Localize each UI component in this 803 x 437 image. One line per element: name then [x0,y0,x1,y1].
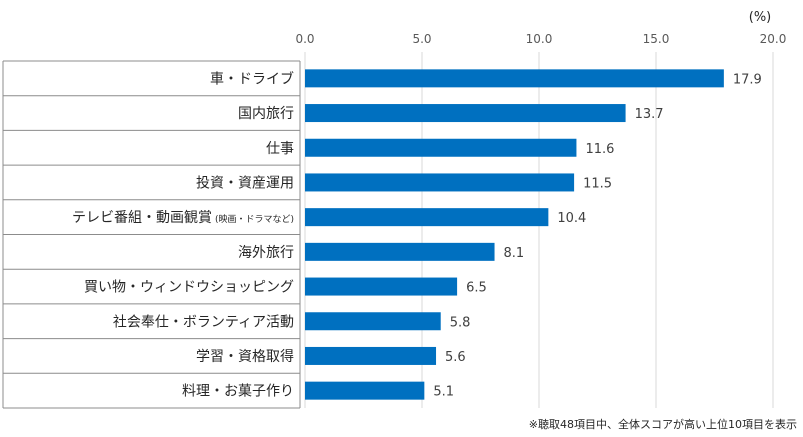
unit-label: (%) [749,10,772,25]
category-label-main: 海外旅行 [238,245,294,261]
x-axis-ticks: 0.0 5.0 10.0 15.0 20.0 [295,32,786,46]
bar [305,312,441,331]
footnote: ※聴取48項目中、全体スコアが高い上位10項目を表示 [529,417,797,431]
category-label-main: 投資・資産運用 [196,175,294,191]
category-label-main: 仕事 [266,141,294,157]
category-label: 海外旅行 [238,245,294,261]
x-tick-label: 0.0 [295,32,314,46]
bar [305,381,425,400]
category-label-main: 国内旅行 [238,106,294,122]
value-label: 13.7 [635,107,664,122]
value-label: 10.4 [557,211,586,226]
value-label: 5.1 [433,385,454,400]
bars: 17.9 13.7 11.6 11.5 10.4 8.1 6.5 5.8 5.6 5.1 [305,69,762,400]
bar [305,277,458,296]
bar [305,173,575,192]
category-label: 車・ドライブ [210,70,294,87]
category-label-sub: (映画・ドラマなど) [215,213,294,225]
bar [305,69,724,88]
category-label: 社会奉仕・ボランティア活動 [113,314,294,330]
value-label: 11.6 [585,142,614,157]
x-tick-label: 5.0 [412,32,431,46]
bar [305,242,495,261]
x-tick-label: 15.0 [643,32,670,46]
bar [305,208,549,227]
value-label: 8.1 [504,246,525,261]
category-label: 国内旅行 [238,106,294,122]
category-label: 料理・お菓子作り [182,384,294,400]
bar [305,104,626,123]
value-label: 17.9 [733,72,762,87]
category-label-main: 学習・資格取得 [196,348,294,365]
category-label: 投資・資産運用 [196,175,294,191]
category-label-main: テレビ番組・動画観賞 [72,209,212,226]
value-label: 11.5 [583,176,612,191]
category-label: 学習・資格取得 [196,348,294,365]
category-label-main: 料理・お菓子作り [182,384,294,400]
category-label: テレビ番組・動画観賞 (映画・ドラマなど) [72,209,294,226]
value-label: 6.5 [466,281,487,296]
bar [305,346,437,365]
category-label-main: 車・ドライブ [210,70,294,87]
category-label-main: 社会奉仕・ボランティア活動 [113,314,294,330]
category-label: 仕事 [266,141,294,157]
bar [305,138,577,157]
value-label: 5.6 [445,350,466,365]
x-tick-label: 20.0 [760,32,787,46]
value-label: 5.8 [450,315,471,330]
category-label: 買い物・ウィンドウショッピング [84,280,294,296]
category-label-main: 買い物・ウィンドウショッピング [84,280,294,296]
x-tick-label: 10.0 [526,32,553,46]
